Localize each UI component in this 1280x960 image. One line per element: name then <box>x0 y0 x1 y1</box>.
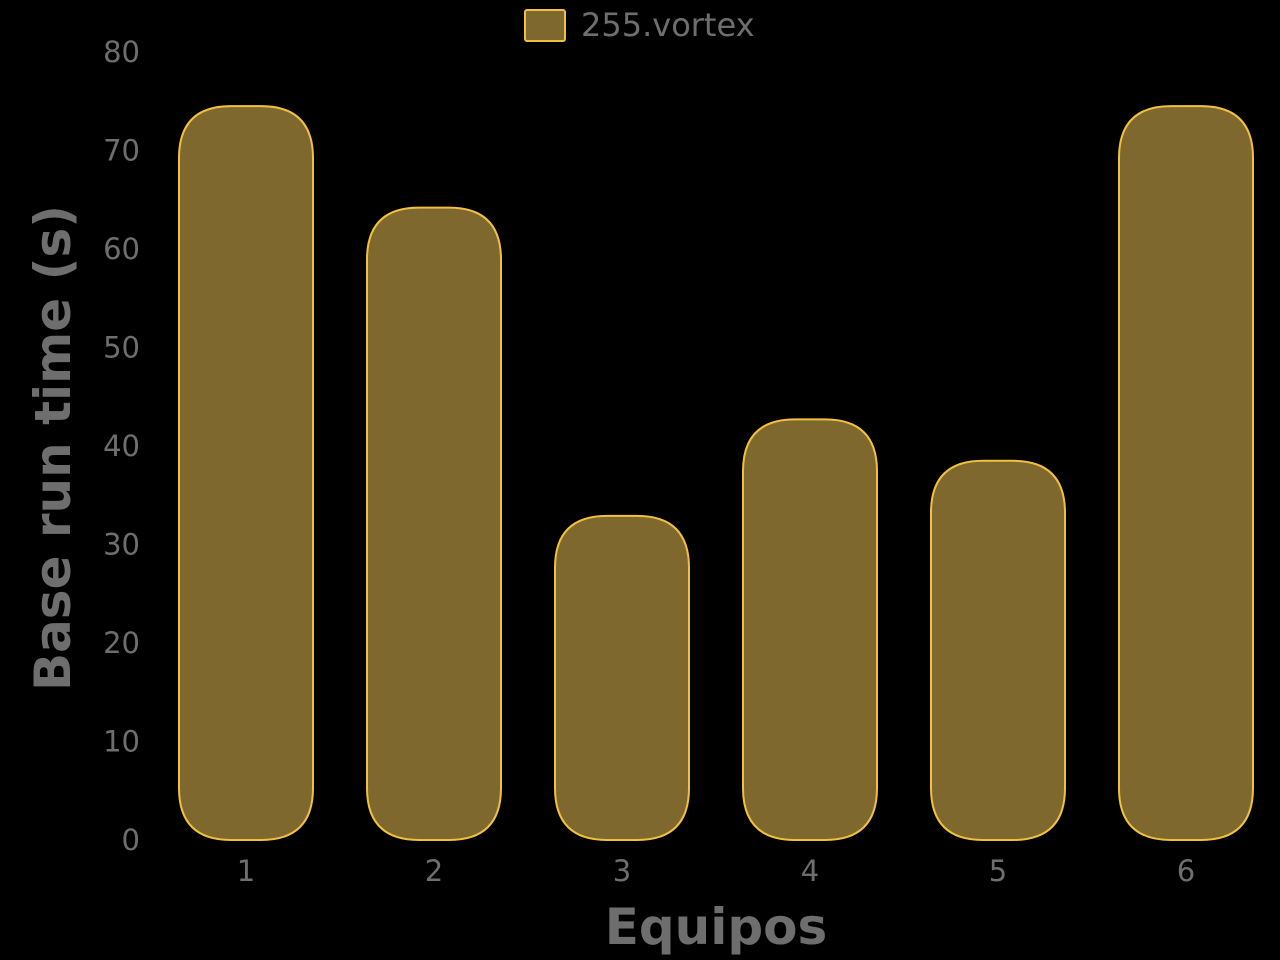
bar-1 <box>178 105 314 841</box>
x-tick-label: 6 <box>1177 854 1195 888</box>
y-tick-label: 50 <box>103 331 140 365</box>
x-tick-label: 3 <box>613 854 631 888</box>
y-axis-title: Base run time (s) <box>24 205 82 691</box>
x-tick-label: 4 <box>801 854 819 888</box>
x-axis-title: Equipos <box>605 898 828 956</box>
y-tick-label: 30 <box>103 528 140 562</box>
x-axis-ticks: 1 2 3 4 5 6 <box>237 854 1195 888</box>
y-tick-label: 40 <box>103 429 140 463</box>
y-tick-label: 60 <box>103 232 140 266</box>
legend-label: 255.vortex <box>581 6 755 44</box>
bar-4 <box>742 418 878 841</box>
legend-swatch <box>524 9 566 42</box>
legend: 255.vortex <box>524 6 755 44</box>
bar-2 <box>366 206 502 841</box>
x-tick-label: 1 <box>237 854 255 888</box>
y-tick-label: 0 <box>122 823 140 857</box>
y-tick-label: 20 <box>103 626 140 660</box>
x-tick-label: 5 <box>989 854 1007 888</box>
bar-5 <box>930 459 1066 841</box>
y-axis-ticks: 0 10 20 30 40 50 60 70 80 <box>103 35 140 857</box>
bars <box>178 105 1254 841</box>
x-tick-label: 2 <box>425 854 443 888</box>
y-tick-label: 70 <box>103 134 140 168</box>
bar-6 <box>1118 105 1254 841</box>
y-tick-label: 80 <box>103 35 140 69</box>
bar-3 <box>554 514 690 841</box>
y-tick-label: 10 <box>103 725 140 759</box>
